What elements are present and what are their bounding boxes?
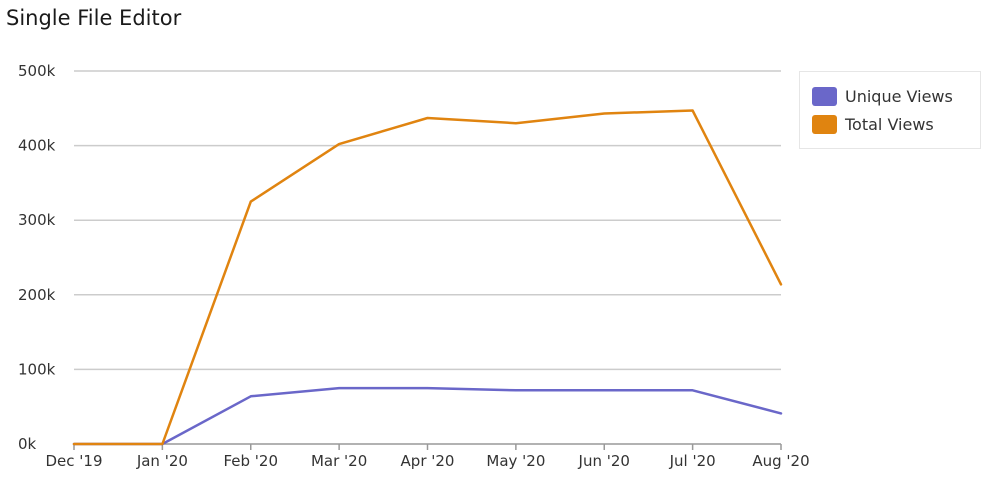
x-tick-label: Jun '20 bbox=[578, 452, 630, 470]
tick-labels: 0k 100k 200k 300k 400k 500k Dec '19 Jan '20 Feb … bbox=[18, 62, 810, 470]
legend-swatch-total-views bbox=[812, 114, 837, 134]
chart-legend: Unique Views Total Views bbox=[799, 71, 981, 149]
y-tick-label: 400k bbox=[18, 137, 56, 155]
y-tick-label: 500k bbox=[18, 62, 56, 80]
axes bbox=[73, 443, 782, 450]
series-line-total-views[interactable] bbox=[72, 109, 783, 446]
legend-label-unique-views: Unique Views bbox=[845, 86, 953, 106]
x-tick-label: Apr '20 bbox=[401, 452, 455, 470]
y-tick-label: 100k bbox=[18, 360, 56, 378]
y-tick-label: 0k bbox=[18, 435, 37, 453]
y-tick-label: 200k bbox=[18, 286, 56, 304]
legend-item-total-views[interactable]: Total Views bbox=[812, 112, 934, 136]
x-tick-label: Jul '20 bbox=[669, 452, 716, 470]
legend-item-unique-views[interactable]: Unique Views bbox=[812, 84, 953, 108]
x-tick-label: Mar '20 bbox=[311, 452, 367, 470]
chart-title: Single File Editor bbox=[6, 6, 182, 30]
x-tick-label: Aug '20 bbox=[752, 452, 809, 470]
legend-swatch-unique-views bbox=[812, 86, 837, 106]
x-tick-label: Feb '20 bbox=[223, 452, 278, 470]
x-tick-label: May '20 bbox=[486, 452, 545, 470]
series-lines bbox=[72, 109, 783, 446]
legend-label-total-views: Total Views bbox=[845, 114, 934, 134]
gridlines bbox=[74, 70, 781, 371]
series-line-unique-views[interactable] bbox=[72, 386, 783, 446]
y-tick-label: 300k bbox=[18, 211, 56, 229]
x-tick-label: Jan '20 bbox=[136, 452, 188, 470]
x-tick-label: Dec '19 bbox=[45, 452, 102, 470]
